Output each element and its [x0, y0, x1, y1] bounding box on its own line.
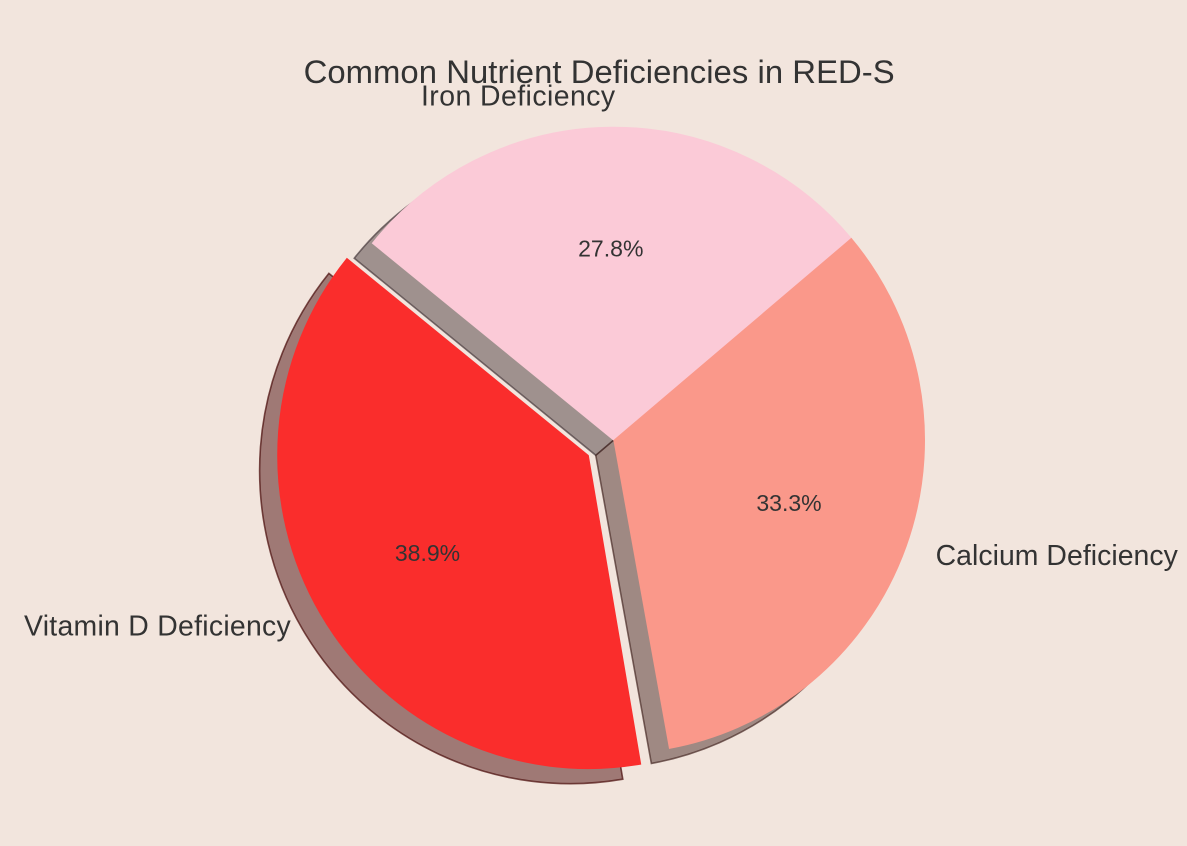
svg-text:Calcium Deficiency: Calcium Deficiency [936, 540, 1179, 572]
svg-text:38.9%: 38.9% [395, 540, 460, 566]
svg-text:Common Nutrient Deficiencies i: Common Nutrient Deficiencies in RED-S [304, 53, 895, 90]
svg-text:Iron Deficiency: Iron Deficiency [421, 81, 616, 113]
svg-text:Vitamin D Deficiency: Vitamin D Deficiency [24, 610, 292, 642]
svg-text:33.3%: 33.3% [756, 490, 821, 516]
svg-text:27.8%: 27.8% [578, 235, 643, 261]
